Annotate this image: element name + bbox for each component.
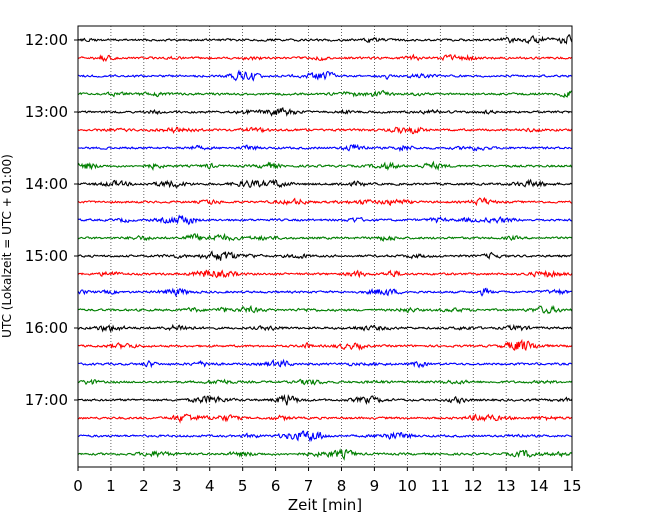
seismogram-trace: [77, 53, 572, 63]
x-tick-label: 15: [562, 477, 581, 495]
x-tick-label: 13: [497, 477, 516, 495]
seismogram-trace: [77, 287, 573, 298]
x-tick-label: 8: [337, 477, 347, 495]
x-tick-label: 1: [106, 477, 116, 495]
x-axis: 0 1 2 3 4 5 6 7 8 9 10 11 12 13 14 15: [73, 467, 582, 495]
plot-background: [78, 26, 572, 467]
seismogram-trace: [77, 323, 573, 333]
seismogram-trace: [77, 89, 573, 99]
x-tick-label: 7: [304, 477, 314, 495]
x-tick-label: 3: [172, 477, 182, 495]
seismogram-trace: [77, 378, 573, 386]
seismogram-trace: [77, 178, 573, 189]
x-tick-label: 12: [464, 477, 483, 495]
seismogram-trace: [77, 214, 573, 226]
plot-frame: [77, 25, 573, 468]
x-tick-label: 0: [73, 477, 83, 495]
seismogram-trace: [77, 358, 573, 369]
y-tick-label: 16:00: [25, 319, 68, 337]
x-tick-label: 11: [431, 477, 450, 495]
y-tick-label: 15:00: [25, 247, 68, 265]
y-tick-label: 13:00: [25, 103, 68, 121]
seismogram-trace: [77, 393, 573, 406]
seismogram-trace: [77, 413, 573, 424]
y-tick-label: 12:00: [25, 31, 68, 49]
seismogram-trace: [77, 143, 573, 153]
seismogram-trace: [77, 304, 573, 315]
x-axis-title: Zeit [min]: [288, 496, 362, 514]
x-tick-label: 2: [139, 477, 149, 495]
seismogram-trace: [77, 250, 573, 261]
x-tick-label: 14: [530, 477, 549, 495]
y-tick-label: 14:00: [25, 175, 68, 193]
trace-layer: [77, 34, 573, 461]
y-axis-title: UTC (Lokalzeit = UTC + 01:00): [0, 154, 14, 338]
x-tick-label: 9: [370, 477, 380, 495]
seismogram-trace: [77, 107, 573, 117]
seismogram-trace: [77, 269, 573, 279]
y-tick-label: 17:00: [25, 391, 68, 409]
x-tick-label: 10: [398, 477, 417, 495]
seismogram-trace: [77, 160, 573, 171]
seismogram-trace: [77, 34, 573, 45]
seismogram-trace: [77, 430, 573, 443]
seismogram-trace: [77, 69, 573, 82]
y-axis: 12:00 13:00 14:00 15:00 16:00 17:00: [25, 31, 78, 409]
seismogram-trace: [77, 196, 573, 207]
x-tick-label: 4: [205, 477, 215, 495]
seismogram-trace: [77, 126, 573, 135]
seismogram-trace: [77, 338, 573, 352]
x-tick-label: 6: [271, 477, 281, 495]
seismogram-trace: [77, 448, 573, 461]
seismogram-trace: [77, 232, 573, 242]
x-tick-label: 5: [238, 477, 248, 495]
